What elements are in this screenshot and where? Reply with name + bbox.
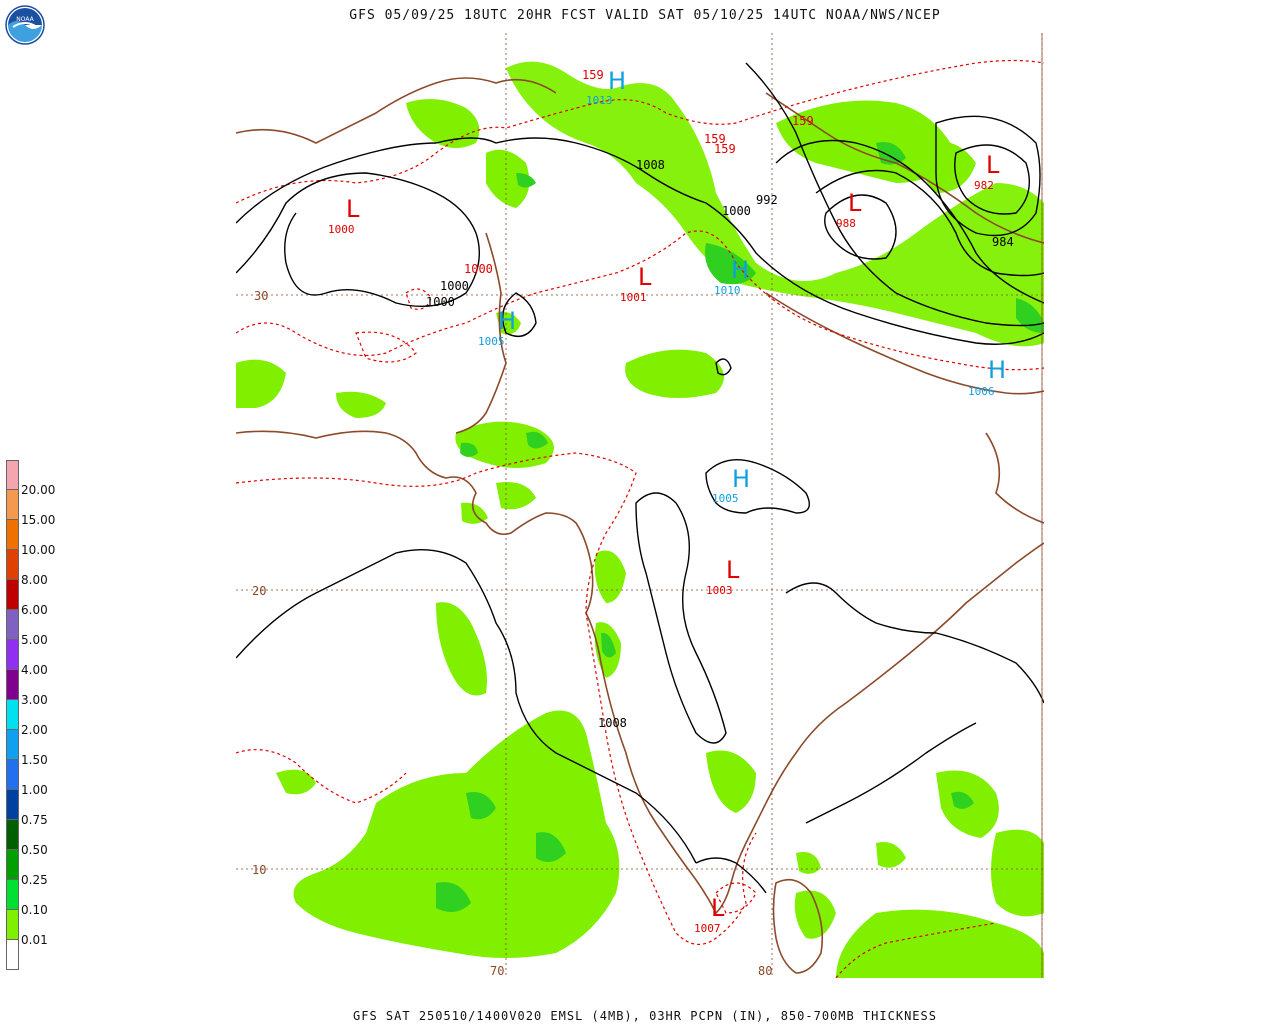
- isobars: [236, 62, 1044, 894]
- lon-label-80: 80: [758, 964, 772, 978]
- isobar-label: 1008: [598, 716, 627, 730]
- svg-text:H: H: [498, 307, 516, 335]
- legend-swatch: [6, 850, 19, 880]
- legend-swatch: [6, 880, 19, 910]
- legend-label: 1.50: [21, 753, 48, 767]
- legend-label: 15.00: [21, 513, 56, 527]
- legend-label: 20.00: [21, 483, 56, 497]
- legend-swatch: [6, 610, 19, 640]
- svg-text:1000: 1000: [328, 223, 355, 236]
- svg-text:L: L: [346, 195, 360, 223]
- thickness-labels: 159 159 159 159 1000: [464, 68, 814, 276]
- lon-label-70: 70: [490, 964, 504, 978]
- legend-swatch: [6, 820, 19, 850]
- legend-label: 0.25: [21, 873, 48, 887]
- legend-label: 1.00: [21, 783, 48, 797]
- legend-swatch: [6, 490, 19, 520]
- isobar-labels: 1008 1000 992 984 1000 1000 1008: [426, 158, 1014, 730]
- legend-label: 0.50: [21, 843, 48, 857]
- legend-label: 0.75: [21, 813, 48, 827]
- svg-text:1001: 1001: [620, 291, 647, 304]
- legend-swatch: [6, 910, 19, 940]
- legend-swatch: [6, 730, 19, 760]
- svg-text:L: L: [986, 151, 1000, 179]
- legend-label: 10.00: [21, 543, 56, 557]
- chart-title: GFS 05/09/25 18UTC 20HR FCST VALID SAT 0…: [349, 8, 941, 23]
- lat-label-30: 30: [254, 289, 268, 303]
- svg-text:1010: 1010: [714, 284, 741, 297]
- legend-label: 2.00: [21, 723, 48, 737]
- svg-text:L: L: [726, 556, 740, 584]
- thickness-label: 159: [582, 68, 604, 82]
- svg-text:1005: 1005: [478, 335, 505, 348]
- legend-label: 3.00: [21, 693, 48, 707]
- legend-label: 0.10: [21, 903, 48, 917]
- grid-labels: 30 20 10 70 80: [252, 289, 772, 978]
- svg-text:982: 982: [974, 179, 994, 192]
- isobar-label: 984: [992, 235, 1014, 249]
- legend-swatch: [6, 550, 19, 580]
- noaa-logo-text: NOAA: [16, 16, 34, 23]
- svg-text:1006: 1006: [968, 385, 995, 398]
- legend-swatch: [6, 940, 19, 970]
- isobar-label: 992: [756, 193, 778, 207]
- svg-text:1013: 1013: [586, 94, 613, 107]
- svg-text:L: L: [711, 894, 725, 922]
- svg-text:L: L: [638, 263, 652, 291]
- thickness-label: 159: [714, 142, 736, 156]
- svg-text:1005: 1005: [712, 492, 739, 505]
- legend-swatch: [6, 670, 19, 700]
- legend-swatch: [6, 760, 19, 790]
- legend-label: 8.00: [21, 573, 48, 587]
- isobar-label: 1000: [426, 295, 455, 309]
- legend-label: 4.00: [21, 663, 48, 677]
- noaa-logo: NOAA: [5, 5, 45, 45]
- precipitation-areas: [236, 61, 1044, 978]
- legend-swatch: [6, 460, 19, 490]
- svg-text:H: H: [731, 256, 749, 284]
- lat-label-10: 10: [252, 863, 266, 877]
- legend-swatch: [6, 790, 19, 820]
- thickness-label: 159: [704, 132, 726, 146]
- svg-text:988: 988: [836, 217, 856, 230]
- precip-legend-bar: [6, 460, 20, 970]
- svg-text:H: H: [608, 67, 626, 95]
- thickness-label: 159: [792, 114, 814, 128]
- svg-text:L: L: [848, 189, 862, 217]
- legend-swatch: [6, 520, 19, 550]
- legend-swatch: [6, 640, 19, 670]
- svg-text:H: H: [732, 465, 750, 493]
- thickness-contours: [236, 59, 1044, 978]
- legend-label: 6.00: [21, 603, 48, 617]
- thickness-label: 1000: [464, 262, 493, 276]
- lat-label-20: 20: [252, 584, 266, 598]
- legend-label: 0.01: [21, 933, 48, 947]
- coastlines-borders: [236, 77, 1044, 974]
- isobar-label: 1000: [722, 204, 751, 218]
- isobar-label: 1008: [636, 158, 665, 172]
- legend-swatch: [6, 700, 19, 730]
- legend-swatch: [6, 580, 19, 610]
- svg-text:1007: 1007: [694, 922, 721, 935]
- svg-text:H: H: [988, 356, 1006, 384]
- weather-map: 30 20 10 70 80 1008 1000 992 984 1000 10…: [236, 33, 1044, 978]
- isobar-label: 1000: [440, 279, 469, 293]
- legend-label: 5.00: [21, 633, 48, 647]
- svg-text:1003: 1003: [706, 584, 733, 597]
- chart-caption: GFS SAT 250510/1400V020 EMSL (4MB), 03HR…: [353, 1009, 937, 1023]
